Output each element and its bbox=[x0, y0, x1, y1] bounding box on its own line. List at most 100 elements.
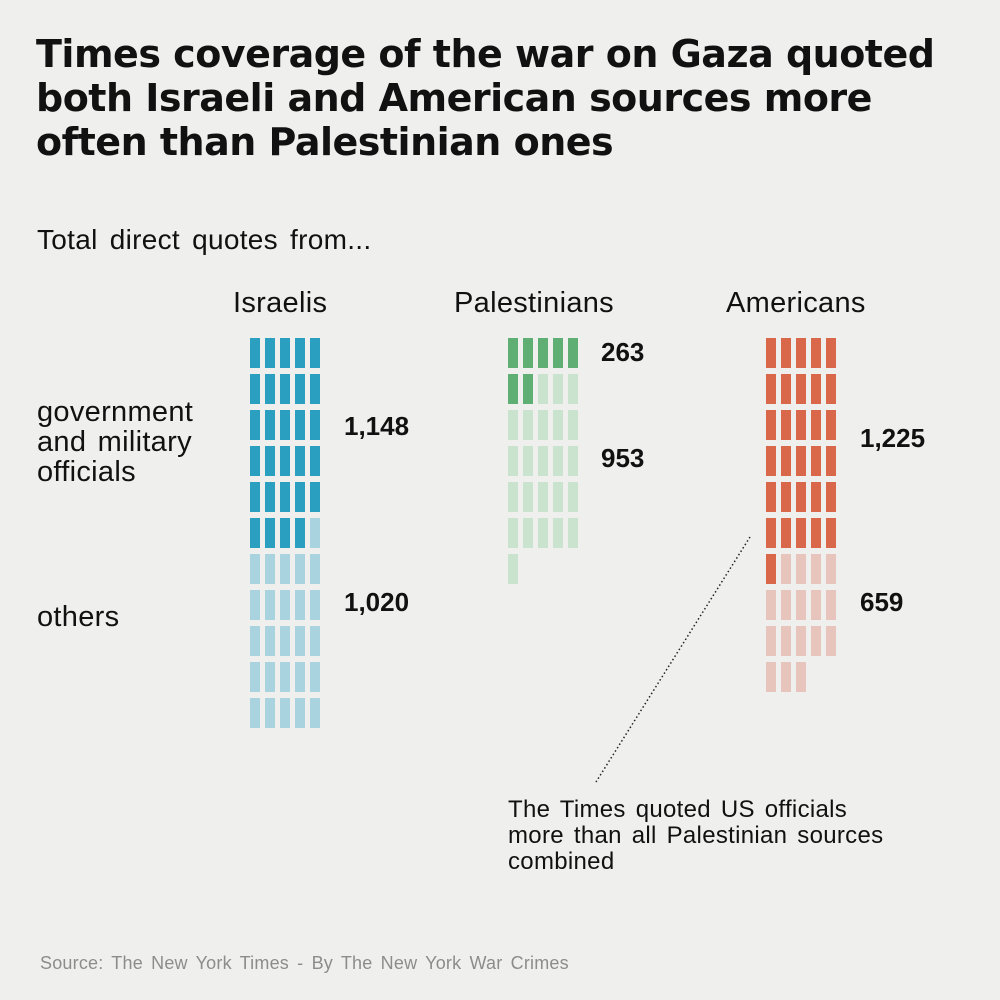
waffle-tick-israelis-others bbox=[280, 698, 290, 728]
waffle-tick-palestinians-officials bbox=[508, 338, 518, 368]
waffle-tick-americans-others bbox=[826, 626, 836, 656]
waffle-tick-israelis-others bbox=[310, 590, 320, 620]
waffle-tick-americans-others bbox=[796, 554, 806, 584]
waffle-tick-israelis-others bbox=[310, 554, 320, 584]
waffle-tick-palestinians-others bbox=[553, 518, 563, 548]
waffle-tick-americans-officials bbox=[796, 482, 806, 512]
waffle-tick-israelis-officials bbox=[265, 446, 275, 476]
waffle-tick-americans-officials bbox=[766, 518, 776, 548]
waffle-tick-americans-officials bbox=[796, 374, 806, 404]
waffle-tick-americans-others bbox=[811, 626, 821, 656]
waffle-tick-israelis-others bbox=[280, 662, 290, 692]
waffle-tick-palestinians-others bbox=[508, 554, 518, 584]
waffle-tick-americans-officials bbox=[766, 446, 776, 476]
waffle-tick-americans-officials bbox=[826, 374, 836, 404]
waffle-tick-israelis-others bbox=[310, 662, 320, 692]
annotation-text: The Times quoted US officials more than … bbox=[508, 796, 884, 875]
row-label-others: others bbox=[37, 601, 120, 633]
waffle-tick-israelis-officials bbox=[310, 338, 320, 368]
waffle-tick-palestinians-others bbox=[553, 446, 563, 476]
waffle-tick-palestinians-others bbox=[523, 410, 533, 440]
waffle-tick-americans-officials bbox=[811, 410, 821, 440]
waffle-tick-israelis-others bbox=[295, 662, 305, 692]
waffle-tick-americans-officials bbox=[826, 446, 836, 476]
waffle-tick-israelis-officials bbox=[280, 482, 290, 512]
waffle-tick-israelis-others bbox=[295, 698, 305, 728]
waffle-tick-americans-others bbox=[766, 590, 776, 620]
waffle-tick-israelis-officials bbox=[265, 518, 275, 548]
waffle-tick-israelis-others bbox=[280, 590, 290, 620]
waffle-tick-palestinians-officials bbox=[553, 338, 563, 368]
waffle-tick-americans-officials bbox=[781, 374, 791, 404]
value-label-americans-officials: 1,225 bbox=[860, 423, 926, 453]
waffle-tick-americans-officials bbox=[796, 446, 806, 476]
source-note: Source: The New York Times - By The New … bbox=[40, 953, 569, 973]
waffle-tick-israelis-others bbox=[265, 626, 275, 656]
waffle-tick-americans-officials bbox=[766, 410, 776, 440]
waffle-tick-israelis-officials bbox=[250, 446, 260, 476]
waffle-tick-americans-officials bbox=[811, 338, 821, 368]
value-label-americans-others: 659 bbox=[860, 587, 904, 617]
waffle-tick-americans-officials bbox=[766, 554, 776, 584]
waffle-tick-palestinians-officials bbox=[523, 338, 533, 368]
waffle-tick-israelis-officials bbox=[310, 446, 320, 476]
waffle-tick-israelis-officials bbox=[265, 338, 275, 368]
value-label-palestinians-officials: 263 bbox=[601, 337, 645, 367]
waffle-tick-palestinians-others bbox=[568, 482, 578, 512]
waffle-tick-palestinians-others bbox=[568, 374, 578, 404]
group-header-palestinians: Palestinians bbox=[454, 287, 614, 319]
waffle-tick-americans-officials bbox=[796, 410, 806, 440]
waffle-tick-americans-officials bbox=[766, 482, 776, 512]
waffle-tick-americans-officials bbox=[766, 374, 776, 404]
waffle-tick-israelis-others bbox=[280, 626, 290, 656]
waffle-tick-israelis-officials bbox=[250, 338, 260, 368]
waffle-tick-americans-officials bbox=[826, 482, 836, 512]
waffle-tick-israelis-officials bbox=[295, 338, 305, 368]
waffle-tick-israelis-officials bbox=[280, 518, 290, 548]
waffle-tick-israelis-others bbox=[265, 662, 275, 692]
waffle-tick-israelis-others bbox=[295, 590, 305, 620]
waffle-tick-palestinians-others bbox=[568, 410, 578, 440]
waffle-tick-israelis-others bbox=[310, 698, 320, 728]
waffle-tick-palestinians-others bbox=[523, 446, 533, 476]
waffle-tick-israelis-officials bbox=[310, 410, 320, 440]
waffle-tick-israelis-others bbox=[250, 554, 260, 584]
waffle-tick-palestinians-officials bbox=[568, 338, 578, 368]
waffle-tick-palestinians-others bbox=[538, 482, 548, 512]
waffle-tick-israelis-others bbox=[250, 590, 260, 620]
waffle-tick-israelis-others bbox=[310, 518, 320, 548]
waffle-tick-israelis-officials bbox=[280, 410, 290, 440]
waffle-tick-americans-others bbox=[781, 554, 791, 584]
waffle-tick-palestinians-officials bbox=[508, 374, 518, 404]
waffle-tick-palestinians-others bbox=[568, 518, 578, 548]
waffle-tick-israelis-officials bbox=[250, 410, 260, 440]
value-label-israelis-officials: 1,148 bbox=[344, 411, 410, 441]
waffle-tick-americans-officials bbox=[796, 338, 806, 368]
waffle-tick-israelis-others bbox=[265, 590, 275, 620]
value-label-israelis-others: 1,020 bbox=[344, 587, 410, 617]
group-header-israelis: Israelis bbox=[233, 287, 328, 319]
waffle-tick-israelis-officials bbox=[280, 374, 290, 404]
waffle-tick-israelis-officials bbox=[295, 482, 305, 512]
row-label-officials: government and military officials bbox=[37, 396, 194, 488]
waffle-tick-israelis-officials bbox=[265, 374, 275, 404]
waffle-tick-americans-others bbox=[811, 590, 821, 620]
waffle-tick-israelis-others bbox=[295, 626, 305, 656]
waffle-tick-americans-officials bbox=[781, 446, 791, 476]
waffle-tick-americans-others bbox=[796, 590, 806, 620]
waffle-tick-palestinians-others bbox=[568, 446, 578, 476]
waffle-tick-palestinians-others bbox=[553, 482, 563, 512]
waffle-tick-israelis-officials bbox=[310, 482, 320, 512]
waffle-tick-americans-others bbox=[811, 554, 821, 584]
waffle-tick-israelis-officials bbox=[265, 410, 275, 440]
waffle-tick-israelis-others bbox=[280, 554, 290, 584]
waffle-tick-americans-officials bbox=[811, 374, 821, 404]
waffle-tick-israelis-others bbox=[265, 554, 275, 584]
waffle-tick-israelis-officials bbox=[295, 518, 305, 548]
waffle-tick-palestinians-others bbox=[508, 410, 518, 440]
waffle-tick-americans-officials bbox=[826, 518, 836, 548]
waffle-tick-americans-officials bbox=[811, 446, 821, 476]
waffle-tick-israelis-officials bbox=[295, 410, 305, 440]
waffle-tick-israelis-officials bbox=[280, 446, 290, 476]
